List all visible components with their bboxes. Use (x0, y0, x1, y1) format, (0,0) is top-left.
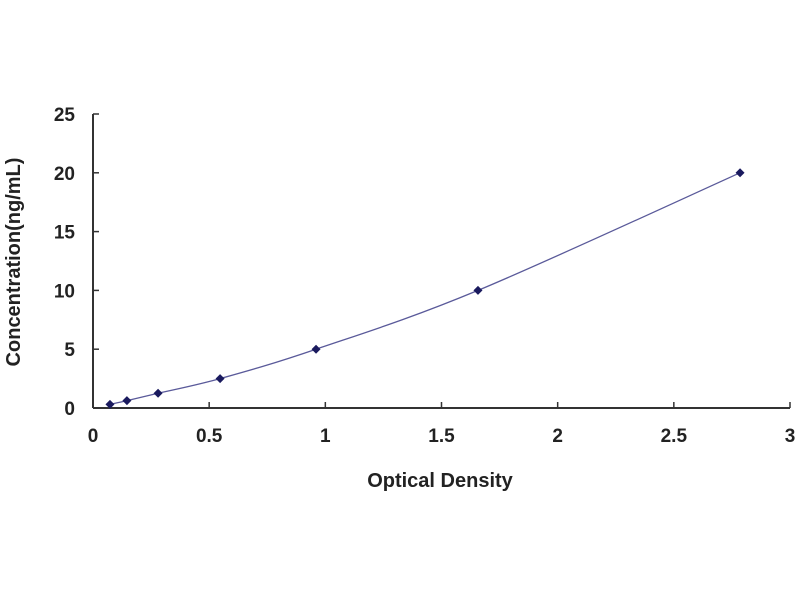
fit-curve (109, 172, 741, 405)
y-tick-label: 20 (54, 164, 75, 185)
y-tick-label: 15 (54, 223, 76, 244)
axes (92, 113, 791, 409)
x-tick-labels: 0 0.5 1 1.5 2 2.5 3 (88, 426, 796, 447)
x-tick-label: 0 (88, 426, 99, 447)
x-axis-label: Optical Density (367, 470, 513, 492)
x-tick-label: 1 (320, 426, 331, 447)
x-tick-label: 1.5 (428, 426, 455, 447)
data-point (311, 344, 321, 354)
y-tick-label: 5 (64, 340, 75, 361)
y-tick-label: 25 (54, 105, 76, 126)
data-point (105, 399, 115, 409)
data-point (122, 396, 132, 406)
y-axis-label: Concentration(ng/mL) (3, 158, 25, 367)
data-point (473, 285, 483, 295)
data-point (215, 374, 225, 384)
x-tick-label: 3 (785, 426, 796, 447)
y-tick-label: 10 (54, 281, 75, 302)
x-tick-label: 2.5 (661, 426, 688, 447)
data-points (105, 168, 745, 409)
x-tick-label: 0.5 (196, 426, 223, 447)
y-tick-labels: 0 5 10 15 20 25 (54, 105, 76, 420)
data-point (735, 168, 745, 178)
y-tick-label: 0 (64, 399, 75, 420)
data-point (153, 388, 163, 398)
fit-curve-group (109, 172, 741, 405)
x-tick-label: 2 (552, 426, 563, 447)
